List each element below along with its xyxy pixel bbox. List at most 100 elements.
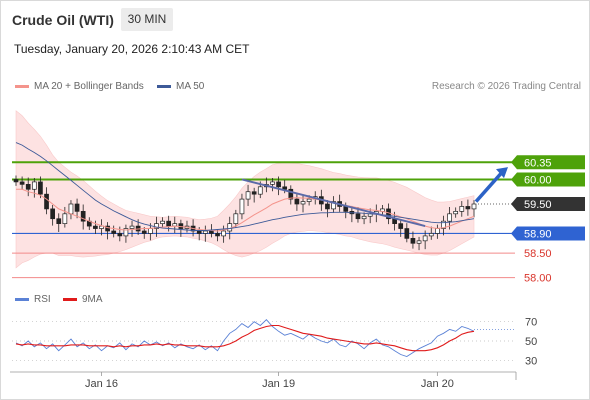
candle (270, 177, 275, 192)
candle-body-bear (294, 198, 300, 205)
candle-body-bear (288, 188, 294, 200)
research-credit: Research © 2026 Trading Central (431, 81, 581, 92)
candle-body-bear (44, 193, 49, 210)
candle (50, 204, 55, 226)
candle (93, 220, 98, 234)
timestamp: Tuesday, January 20, 2026 2:10:43 AM CET (14, 42, 250, 56)
candle-body-bull (227, 223, 233, 232)
candle-body-bull (459, 206, 465, 212)
price-tag-label: 59.50 (524, 199, 552, 211)
candle (129, 220, 135, 237)
candle (276, 176, 281, 196)
price-tag-58-00: 58.00 (524, 273, 552, 285)
price-tag-label: 58.00 (524, 273, 552, 285)
price-tag-bg (511, 197, 585, 211)
candle (160, 217, 165, 228)
rsi-tick-50: 50 (525, 336, 537, 348)
candle (233, 209, 239, 228)
candle-body-bull (447, 213, 452, 222)
price-tag-60-00: 60.00 (511, 172, 585, 187)
candle (288, 185, 294, 205)
legend-swatch (15, 85, 29, 88)
candle (459, 201, 465, 217)
candle (361, 212, 367, 225)
candle (221, 225, 226, 243)
legend-label: 9MA (82, 294, 103, 305)
candle (294, 193, 300, 211)
candle-body-bear (215, 233, 220, 237)
rsi-ma-line (15, 324, 475, 352)
candle-body-bear (50, 208, 55, 220)
candle-body-bear (117, 233, 123, 237)
legend-swatch (15, 298, 29, 301)
x-axis-label-jan-19: Jan 19 (262, 378, 295, 390)
legend-label: MA 20 + Bollinger Bands (34, 81, 144, 92)
candle (422, 230, 428, 250)
price-tag-bg (511, 155, 585, 170)
legend-ma50: MA 50 (157, 81, 204, 92)
candle-body-bear (398, 223, 404, 229)
candle-body-bear (209, 230, 214, 234)
ma20-line (16, 188, 475, 232)
projection-arrow-head (496, 167, 508, 179)
candle (31, 177, 37, 198)
candle (239, 193, 245, 220)
candle-body-bull (62, 213, 68, 224)
candle (465, 199, 471, 216)
candle (74, 198, 80, 219)
candle (325, 200, 330, 218)
rsi-line (15, 319, 475, 357)
candle-body-bear (355, 213, 361, 220)
projection-arrow-shaft (474, 170, 505, 203)
candle (123, 224, 129, 243)
ma50-line (15, 142, 475, 231)
price-tag-58-50: 58.50 (524, 248, 552, 260)
candle-body-bull (239, 198, 245, 215)
price-tag-bg (511, 226, 585, 241)
price-tag-60-35: 60.35 (511, 155, 585, 170)
candle-body-bull (306, 198, 312, 202)
candle (471, 200, 477, 218)
legend-label: MA 50 (176, 81, 205, 92)
candle (62, 206, 68, 228)
candle (331, 196, 336, 213)
candle-body-bear (251, 191, 257, 195)
candle-body-bear (19, 181, 25, 185)
timeframe-button[interactable]: 30 MIN (121, 8, 173, 31)
candle-body-bull (202, 230, 208, 234)
candle (416, 236, 422, 251)
bollinger-band (15, 110, 475, 269)
candle (202, 225, 208, 242)
candle-body-bull (68, 203, 74, 215)
candle (25, 177, 31, 197)
candle-body-bear (410, 238, 416, 244)
legend-ma20-bollinger: MA 20 + Bollinger Bands (15, 81, 144, 92)
rsi-tick-70: 70 (525, 317, 537, 329)
candle-body-bear (25, 184, 31, 190)
candle-body-bull (31, 181, 37, 190)
candle (410, 231, 416, 249)
candle-body-bull (129, 225, 135, 229)
candle (404, 223, 410, 243)
trend-line (241, 178, 426, 228)
candle-body-bull (270, 181, 275, 185)
candle (453, 207, 459, 218)
candle-body-bull (221, 230, 226, 237)
candle-body-bull (422, 235, 428, 242)
candle (105, 222, 110, 240)
candle-body-bear (105, 225, 110, 232)
candle-body-bear (93, 225, 98, 229)
price-tag-label: 58.90 (524, 228, 552, 240)
candle (245, 184, 251, 206)
candle-body-bull (441, 220, 446, 229)
price-tag-58-90: 58.90 (511, 226, 585, 241)
candle (441, 215, 446, 236)
rsi-tick-30: 30 (525, 355, 537, 367)
candle-body-bull (471, 203, 477, 210)
candle (428, 226, 434, 240)
candle-body-bull (245, 191, 251, 200)
candle-body-bear (282, 186, 288, 190)
candle-body-bull (233, 213, 239, 224)
candle-body-bull (257, 186, 263, 195)
candle (141, 227, 147, 239)
